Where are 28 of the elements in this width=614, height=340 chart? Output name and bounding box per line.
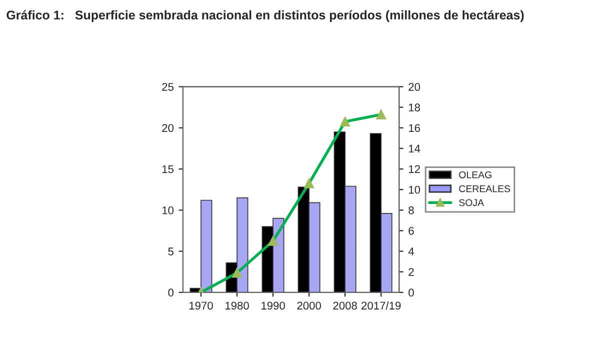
legend-label: CEREALES [459, 185, 510, 192]
y2-tick-label: 8 [408, 206, 414, 214]
y2-tick-label: 14 [408, 144, 420, 152]
y2-tick-label: 6 [408, 226, 414, 235]
y-tick-label: 10 [162, 206, 174, 214]
bar [200, 200, 212, 292]
chart-title: Gráfico 1: Superficie sembrada nacional en distintos períodos (millones de hectáreas) [6, 10, 524, 22]
y2-tick-label: 4 [408, 248, 414, 256]
x-tick-label: 1990 [262, 302, 285, 310]
y2-tick-label: 20 [408, 82, 420, 91]
y-tick-label: 0 [168, 288, 174, 297]
x-tick-label: 2008 [333, 302, 357, 310]
y2-tick-label: 18 [408, 104, 420, 112]
legend-label: SOJA [459, 199, 484, 206]
y2-tick-label: 2 [408, 268, 414, 276]
y2-tick-label: 10 [408, 186, 420, 194]
y-tick-label: 15 [162, 165, 174, 174]
y2-tick-label: 12 [408, 165, 420, 174]
legend-label: OLEAG [459, 171, 492, 178]
x-tick-label: 1970 [189, 302, 213, 310]
y2-tick-label: 16 [408, 124, 420, 132]
y-tick-label: 5 [168, 248, 174, 256]
y-tick-label: 20 [162, 124, 174, 132]
x-tick-label: 2017/19 [362, 301, 401, 310]
y2-tick-label: 0 [408, 288, 414, 297]
y-tick-label: 25 [162, 82, 174, 91]
x-tick-label: 1980 [225, 302, 249, 310]
x-tick-label: 2000 [297, 302, 321, 310]
